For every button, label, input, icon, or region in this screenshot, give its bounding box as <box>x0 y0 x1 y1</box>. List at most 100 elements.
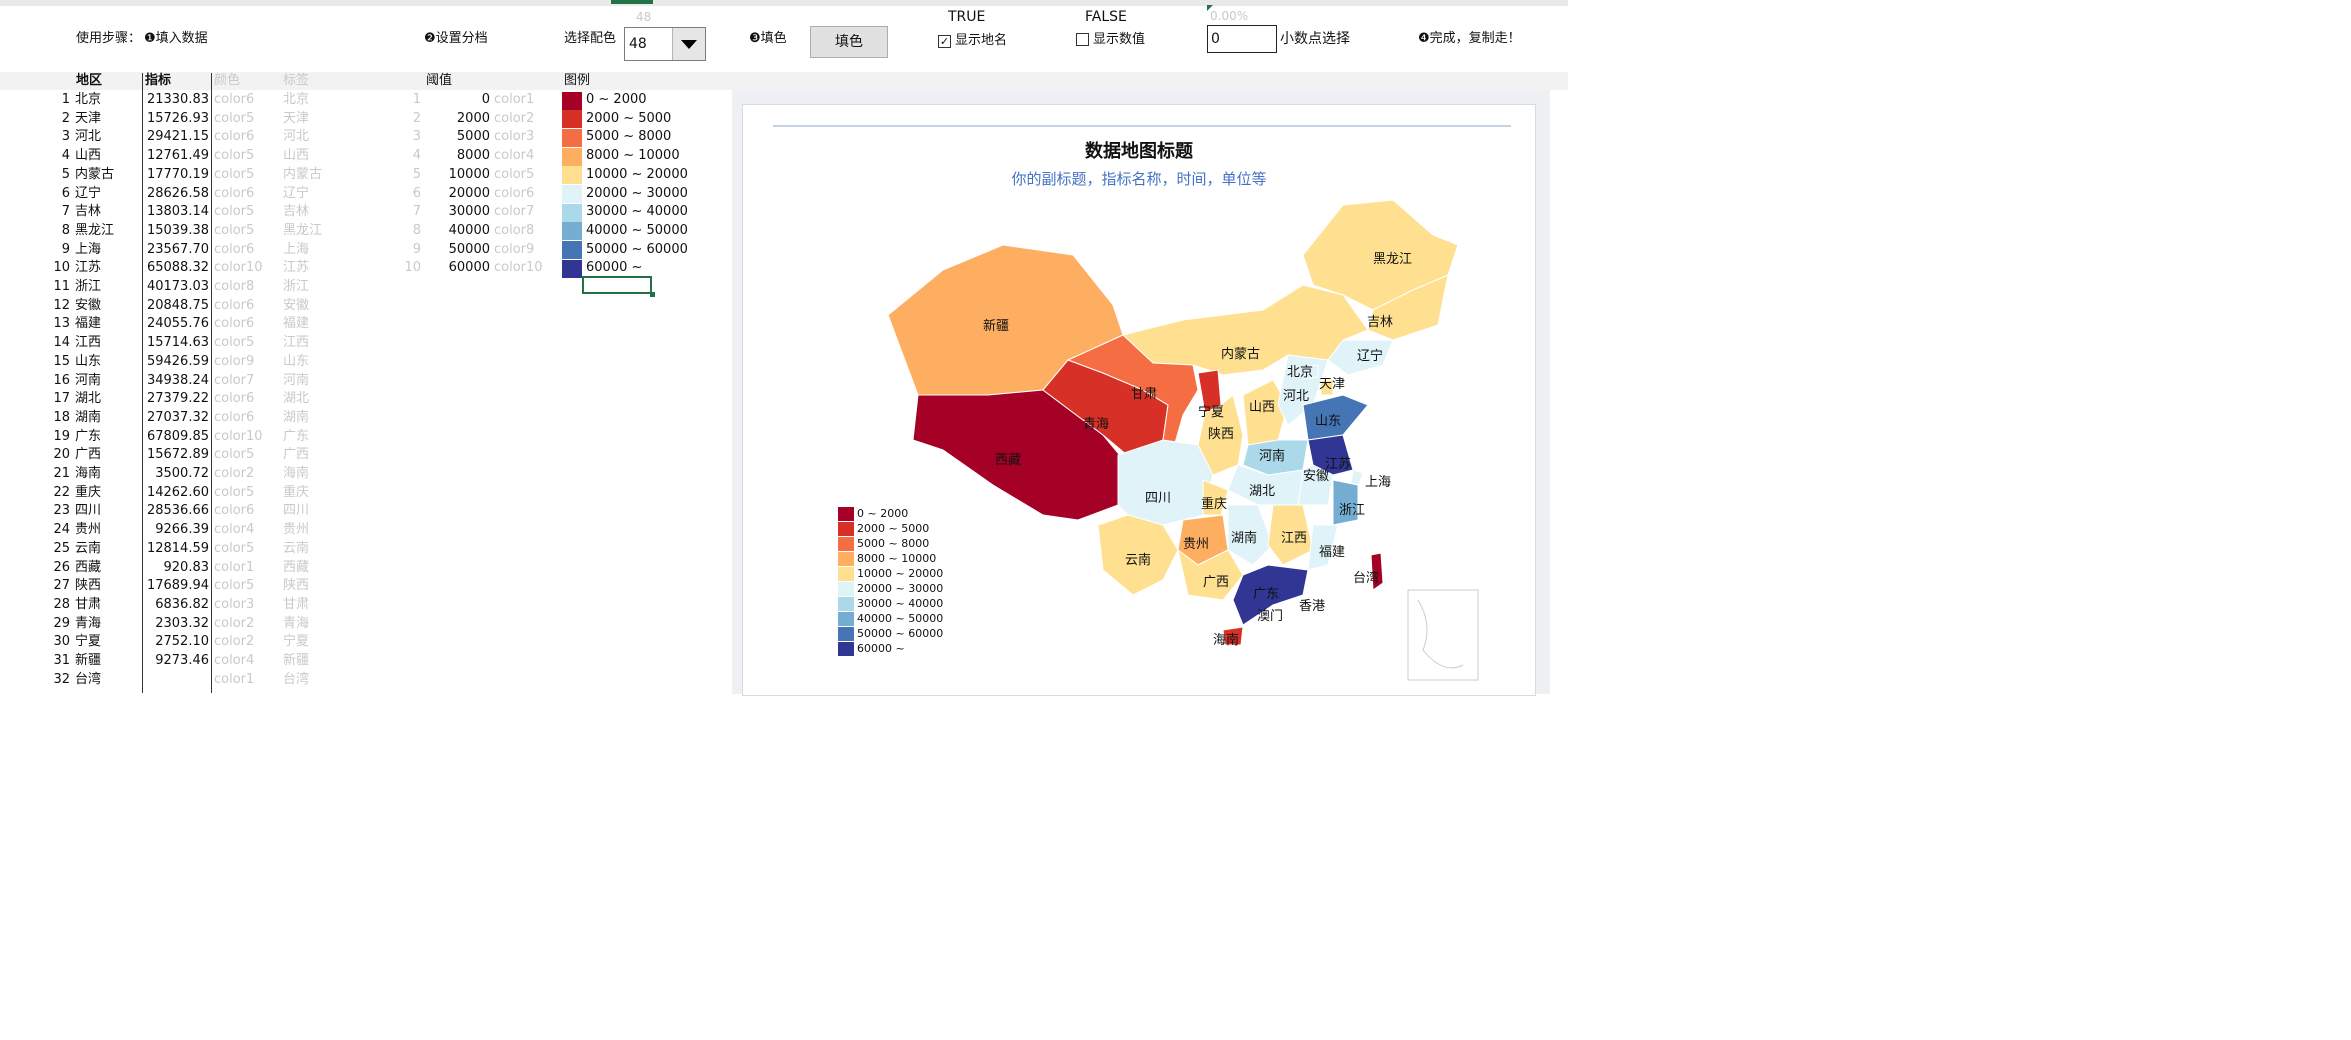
region-name-cell[interactable]: 青海 <box>75 615 102 631</box>
dropdown-arrow-icon[interactable] <box>672 28 705 60</box>
legend-range-label[interactable]: 2000 ~ 5000 <box>586 110 672 126</box>
legend-range-label[interactable]: 60000 ~ <box>586 260 643 276</box>
threshold-index[interactable]: 2 <box>412 110 421 126</box>
metric-value-cell[interactable]: 9273.46 <box>155 653 209 668</box>
label-cell[interactable]: 北京 <box>283 92 310 107</box>
metric-value-cell[interactable]: 65088.32 <box>146 260 209 276</box>
region-name-cell[interactable]: 天津 <box>75 110 102 126</box>
threshold-index[interactable]: 1 <box>412 92 421 107</box>
map-chart[interactable]: 数据地图标题 你的副标题，指标名称，时间，单位等 <box>742 104 1536 696</box>
threshold-index[interactable]: 8 <box>412 222 421 238</box>
label-cell[interactable]: 河北 <box>283 129 310 145</box>
metric-value-cell[interactable]: 12761.49 <box>146 148 209 164</box>
threshold-index[interactable]: 9 <box>412 241 421 257</box>
label-cell[interactable]: 湖北 <box>283 391 310 407</box>
color-code-cell[interactable]: color6 <box>214 316 255 332</box>
row-number[interactable]: 30 <box>53 634 70 650</box>
threshold-value[interactable]: 0 <box>481 92 490 107</box>
color-code-cell[interactable]: color2 <box>214 615 255 631</box>
color-code-cell[interactable]: color2 <box>214 466 255 481</box>
metric-value-cell[interactable]: 14262.60 <box>146 484 209 500</box>
region-name-cell[interactable]: 新疆 <box>75 653 102 668</box>
row-number[interactable]: 26 <box>53 559 70 575</box>
threshold-color-code[interactable]: color5 <box>494 166 535 182</box>
threshold-color-code[interactable]: color3 <box>494 129 535 145</box>
label-cell[interactable]: 江西 <box>283 335 310 351</box>
label-cell[interactable]: 海南 <box>283 466 310 481</box>
row-number[interactable]: 19 <box>53 428 70 444</box>
region-name-cell[interactable]: 山东 <box>75 353 102 369</box>
threshold-index[interactable]: 7 <box>412 204 421 220</box>
region-name-cell[interactable]: 江西 <box>75 335 102 351</box>
row-number[interactable]: 2 <box>61 110 70 126</box>
metric-value-cell[interactable]: 15672.89 <box>146 447 209 463</box>
label-cell[interactable]: 天津 <box>283 110 310 126</box>
threshold-value[interactable]: 2000 <box>456 110 490 126</box>
label-cell[interactable]: 福建 <box>283 316 310 332</box>
color-code-cell[interactable]: color5 <box>214 540 255 556</box>
color-code-cell[interactable]: color6 <box>214 409 255 425</box>
color-code-cell[interactable]: color9 <box>214 353 255 369</box>
color-code-cell[interactable]: color5 <box>214 110 255 126</box>
threshold-color-code[interactable]: color10 <box>494 260 543 276</box>
row-number[interactable]: 32 <box>53 671 70 687</box>
region-name-cell[interactable]: 湖南 <box>75 409 102 425</box>
metric-value-cell[interactable]: 17770.19 <box>146 166 209 182</box>
label-cell[interactable]: 山西 <box>283 148 310 164</box>
row-number[interactable]: 8 <box>61 222 70 238</box>
metric-value-cell[interactable]: 2303.32 <box>155 615 209 631</box>
label-cell[interactable]: 四川 <box>283 503 310 519</box>
label-cell[interactable]: 江苏 <box>283 260 310 276</box>
metric-value-cell[interactable]: 40173.03 <box>146 279 209 294</box>
label-cell[interactable]: 台湾 <box>283 671 310 687</box>
color-code-cell[interactable]: color6 <box>214 503 255 519</box>
row-number[interactable]: 14 <box>53 335 70 351</box>
threshold-color-code[interactable]: color4 <box>494 148 535 164</box>
metric-value-cell[interactable]: 3500.72 <box>155 466 209 481</box>
label-cell[interactable]: 吉林 <box>283 204 310 220</box>
row-number[interactable]: 21 <box>53 466 70 481</box>
row-number[interactable]: 1 <box>61 92 70 107</box>
metric-value-cell[interactable]: 28536.66 <box>146 503 209 519</box>
color-code-cell[interactable]: color8 <box>214 279 255 294</box>
label-cell[interactable]: 陕西 <box>283 578 310 594</box>
row-number[interactable]: 22 <box>53 484 70 500</box>
metric-value-cell[interactable]: 15714.63 <box>146 335 209 351</box>
row-number[interactable]: 20 <box>53 447 70 463</box>
label-cell[interactable]: 广东 <box>283 428 310 444</box>
color-code-cell[interactable]: color5 <box>214 335 255 351</box>
region-name-cell[interactable]: 广西 <box>75 447 102 463</box>
label-cell[interactable]: 重庆 <box>283 484 310 500</box>
region-name-cell[interactable]: 西藏 <box>75 559 102 575</box>
region-name-cell[interactable]: 江苏 <box>75 260 102 276</box>
region-name-cell[interactable]: 台湾 <box>75 671 102 687</box>
row-number[interactable]: 5 <box>61 166 70 182</box>
threshold-value[interactable]: 20000 <box>448 185 490 201</box>
row-number[interactable]: 23 <box>53 503 70 519</box>
metric-value-cell[interactable]: 15726.93 <box>146 110 209 126</box>
region-name-cell[interactable]: 湖北 <box>75 391 102 407</box>
color-code-cell[interactable]: color2 <box>214 634 255 650</box>
threshold-value[interactable]: 8000 <box>456 148 490 164</box>
metric-value-cell[interactable]: 2752.10 <box>155 634 209 650</box>
region-name-cell[interactable]: 安徽 <box>75 297 102 313</box>
color-code-cell[interactable]: color6 <box>214 297 255 313</box>
color-code-cell[interactable]: color10 <box>214 428 263 444</box>
legend-range-label[interactable]: 8000 ~ 10000 <box>586 148 680 164</box>
label-cell[interactable]: 西藏 <box>283 559 310 575</box>
threshold-color-code[interactable]: color1 <box>494 92 535 107</box>
color-code-cell[interactable]: color1 <box>214 671 255 687</box>
metric-value-cell[interactable]: 6836.82 <box>155 596 209 612</box>
palette-select[interactable]: 48 <box>624 27 706 61</box>
color-code-cell[interactable]: color5 <box>214 222 255 238</box>
threshold-value[interactable]: 30000 <box>448 204 490 220</box>
row-number[interactable]: 13 <box>53 316 70 332</box>
region-name-cell[interactable]: 浙江 <box>75 279 102 294</box>
region-name-cell[interactable]: 上海 <box>75 241 102 257</box>
label-cell[interactable]: 青海 <box>283 615 310 631</box>
row-number[interactable]: 9 <box>61 241 70 257</box>
threshold-value[interactable]: 5000 <box>456 129 490 145</box>
legend-range-label[interactable]: 30000 ~ 40000 <box>586 204 688 220</box>
color-code-cell[interactable]: color10 <box>214 260 263 276</box>
label-cell[interactable]: 云南 <box>283 540 310 556</box>
